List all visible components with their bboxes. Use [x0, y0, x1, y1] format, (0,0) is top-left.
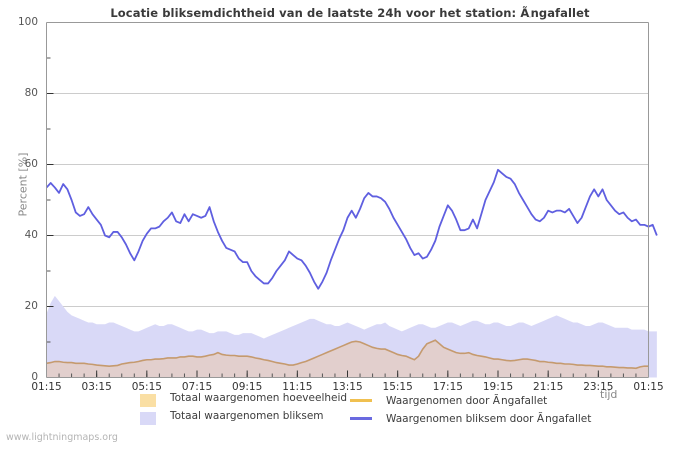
gridlines	[47, 23, 649, 307]
legend-line-station-strokes	[350, 417, 372, 420]
area-series-group	[47, 296, 657, 378]
y-tick-label: 80	[4, 87, 38, 99]
y-tick-label: 100	[4, 16, 38, 28]
watermark: www.lightningmaps.org	[6, 432, 118, 443]
y-tick-label: 20	[4, 300, 38, 312]
legend-label-total-strokes: Totaal waargenomen bliksem	[170, 410, 324, 422]
y-tick-label: 60	[4, 158, 38, 170]
legend-label-total-amount: Totaal waargenomen hoeveelheid	[170, 392, 347, 404]
legend-label-station-strokes: Waargenomen bliksem door Ã ngafallet	[386, 410, 591, 425]
lightning-density-chart: Locatie bliksemdichtheid van de laatste …	[0, 0, 700, 450]
chart-legend: Totaal waargenomen hoeveelheid Totaal wa…	[0, 392, 700, 428]
y-tick-label: 40	[4, 229, 38, 241]
legend-swatch-total-amount	[140, 394, 156, 407]
legend-swatch-total-strokes	[140, 412, 156, 425]
legend-label-station-amount: Waargenomen door Ã ngafallet	[386, 392, 547, 407]
legend-line-station-amount	[350, 399, 372, 402]
